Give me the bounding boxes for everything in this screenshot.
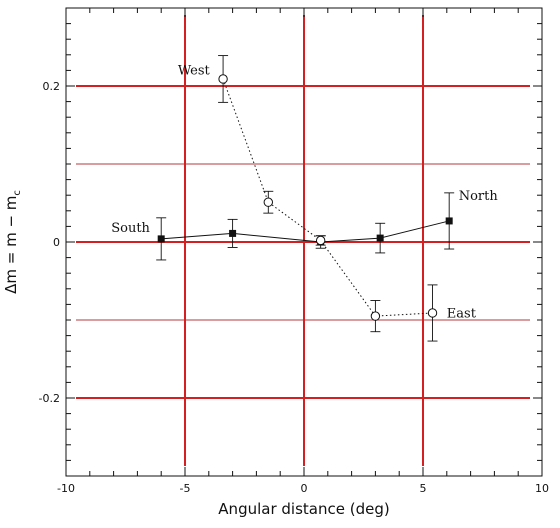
y-axis-title-subscript: c xyxy=(12,190,23,196)
grid-layer xyxy=(76,15,530,466)
data-point-square xyxy=(157,235,165,243)
x-tick-label: -5 xyxy=(180,482,191,495)
data-point-circle xyxy=(370,311,381,321)
annotation-label: West xyxy=(178,63,211,78)
data-point-square xyxy=(229,229,237,237)
x-axis-title: Angular distance (deg) xyxy=(218,500,389,518)
y-tick-label: 0 xyxy=(53,236,60,249)
data-point-circle xyxy=(315,235,326,246)
series-line xyxy=(161,220,450,243)
data-point-circle xyxy=(218,74,228,84)
annotation-label: North xyxy=(459,189,499,204)
annotation-label: East xyxy=(447,307,477,322)
y-tick-label: 0.2 xyxy=(43,80,61,93)
series-line xyxy=(222,78,433,317)
data-point-circle xyxy=(263,197,273,207)
data-point-square xyxy=(445,217,453,225)
series-layer xyxy=(156,55,455,342)
x-tick-label: 0 xyxy=(301,482,308,495)
data-point-square xyxy=(376,234,384,242)
x-tick-label: 5 xyxy=(420,482,427,495)
y-axis-title: Δm = m − mc xyxy=(2,190,23,294)
y-tick-label: -0.2 xyxy=(39,392,60,405)
x-tick-label: -10 xyxy=(57,482,75,495)
annotation-label: South xyxy=(111,221,150,236)
x-tick-label: 10 xyxy=(535,482,549,495)
y-axis-title-main: Δm = m − m xyxy=(2,196,20,294)
tick-layer: -10 -5 0 5 10 -0.2 0 0.2 xyxy=(39,7,549,495)
data-point-circle xyxy=(427,308,438,318)
annotation-layer: West North South East xyxy=(111,63,498,321)
